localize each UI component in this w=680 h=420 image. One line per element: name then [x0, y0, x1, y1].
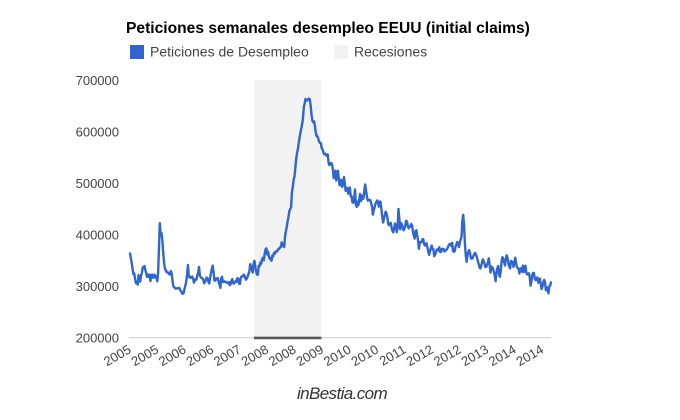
- svg-text:Recesiones: Recesiones: [354, 44, 427, 60]
- svg-text:300000: 300000: [76, 279, 119, 294]
- svg-text:400000: 400000: [76, 228, 119, 243]
- svg-text:600000: 600000: [76, 125, 119, 140]
- svg-text:200000: 200000: [76, 331, 119, 346]
- svg-text:Peticiones de Desempleo: Peticiones de Desempleo: [150, 44, 309, 60]
- svg-text:700000: 700000: [76, 73, 119, 88]
- svg-text:Peticiones semanales desempleo: Peticiones semanales desempleo EEUU (ini…: [126, 20, 530, 37]
- svg-text:500000: 500000: [76, 176, 119, 191]
- svg-text:inBestia.com: inBestia.com: [297, 384, 388, 403]
